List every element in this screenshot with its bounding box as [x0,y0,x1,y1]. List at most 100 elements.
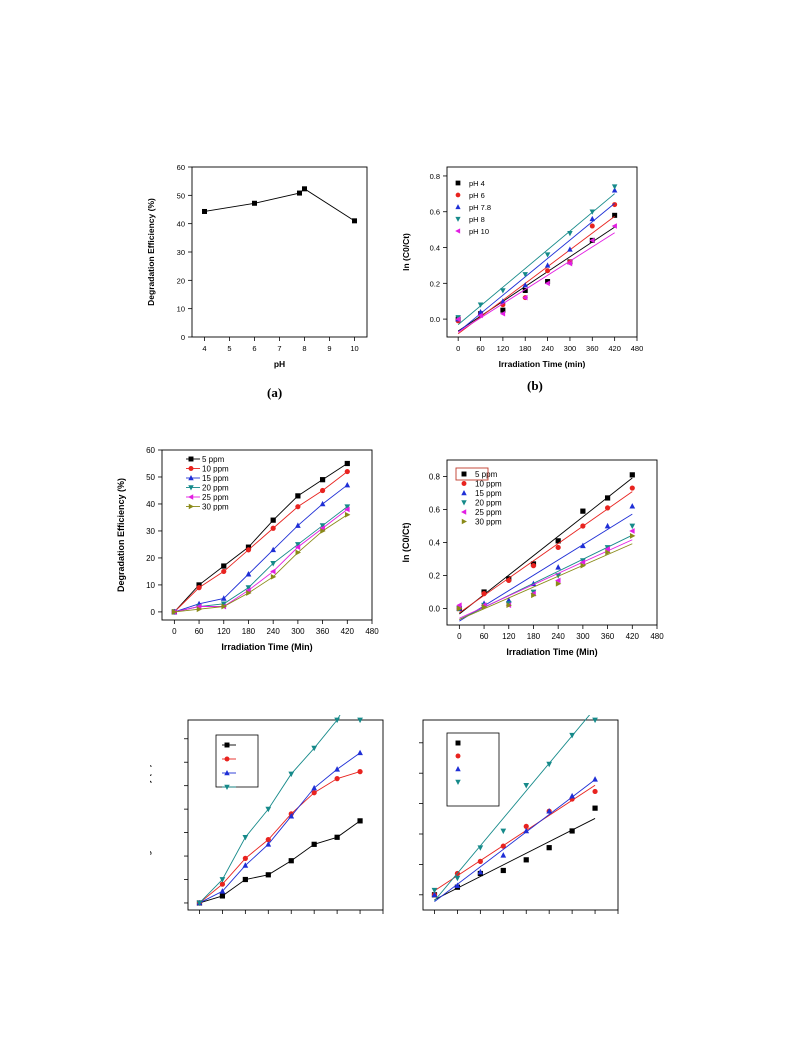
data-point [544,280,550,287]
y-axis-label: Degradation Efficiency (%) [150,764,152,866]
y-tick-label: 50 [146,473,155,482]
legend-marker [188,494,194,500]
y-tick-label: 10 [177,305,185,314]
legend-marker [224,770,230,776]
data-point [569,792,575,799]
x-tick-label: 420 [341,627,355,636]
fit-line [459,539,633,619]
data-point [196,585,202,591]
series-4 [196,715,363,907]
y-tick-label: 40 [146,500,155,509]
plot-frame [191,166,368,338]
data-point [555,544,561,551]
data-point [546,808,553,814]
data-point [569,732,575,739]
data-point [357,769,363,775]
legend-label: 30 ppm [475,518,502,527]
data-point [319,487,326,494]
data-point [546,845,552,851]
data-point [242,876,248,883]
legend-label: 20 ppm [202,484,229,493]
data-point [611,184,618,190]
legend-label: 25 ppm [475,508,502,517]
data-point [589,209,596,215]
fit-line [457,232,615,333]
x-axis-label: Irradiation Time (min) [499,359,586,369]
data-point [270,546,277,553]
data-point [295,493,301,499]
fit-line [459,477,633,615]
legend-label: 15 ppm [475,489,502,498]
data-point [555,538,561,544]
legend-marker [461,490,467,496]
x-axis-label: Irradiation Time (Min) [221,642,312,652]
data-point [580,562,587,569]
legend-marker [455,228,461,234]
y-tick-label: 0.8 [430,172,440,181]
legend-marker [455,740,461,746]
fit-line [459,543,633,621]
data-point [288,858,294,864]
legend-marker [461,471,467,477]
fit-line [457,215,615,335]
legend-label: 5 ppm [475,470,498,479]
data-point [555,577,561,584]
y-axis: 0.0 0.2 0.4 0.6 0.8 [430,172,447,324]
data-point [481,603,488,610]
plot-frame [187,719,384,911]
series-4 [171,504,351,616]
x-tick-label: 0 [457,632,462,641]
x-tick-label: 240 [541,344,554,353]
legend-marker [188,475,194,481]
data-point [605,549,611,556]
data-point [522,294,528,301]
data-point [531,592,537,599]
data-point [357,818,363,824]
x-tick-label: 6 [252,344,256,353]
data-point [295,549,302,556]
legend-label: 30 ppm [202,503,229,512]
data-point [311,790,317,796]
x-axis: 0 60 120 180 240 300 360 420 480 [457,625,664,641]
legend-box [446,732,500,807]
data-point [431,887,438,894]
data-point [265,872,271,878]
y-tick-label: 50 [177,191,185,200]
x-tick-label: 480 [631,344,644,353]
x-tick-label: 240 [551,632,565,641]
fit-line [459,513,633,622]
legend-marker [461,500,467,506]
series-line [199,715,341,904]
data-point [523,827,530,834]
data-point [546,761,553,768]
data-point [569,828,575,834]
series-2 [171,468,350,615]
data-point [334,766,340,772]
data-point [604,505,611,511]
series-4 [455,184,618,325]
data-point [265,837,271,843]
chart-fig3-kinetics: ln Co/Ct [385,715,619,914]
data-point [530,563,537,569]
x-tick-label: 120 [217,627,231,636]
x-axis: 0 60 120 180 240 300 360 420 480 [456,337,643,353]
data-point [604,546,610,552]
data-point [245,585,252,591]
legend-marker [461,481,467,486]
data-point [506,602,512,609]
series-2 [431,784,598,898]
x-tick-label: 480 [650,632,664,641]
data-point [477,845,484,851]
data-point [220,601,227,607]
data-point [567,230,573,237]
data-point [320,528,326,534]
x-tick-label: 7 [277,344,281,353]
legend-label: 10 ppm [475,480,502,489]
x-tick-label: 300 [576,632,590,641]
legend-box [215,734,259,788]
data-point [221,568,227,575]
data-point [580,542,586,549]
data-point [477,308,484,315]
data-point [297,190,302,196]
